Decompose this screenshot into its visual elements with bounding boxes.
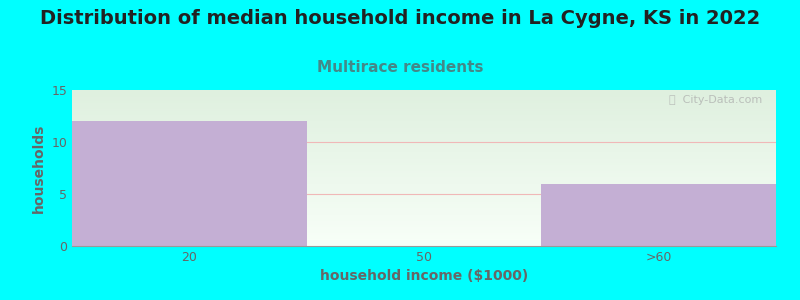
Text: Distribution of median household income in La Cygne, KS in 2022: Distribution of median household income …	[40, 9, 760, 28]
Text: Multirace residents: Multirace residents	[317, 60, 483, 75]
Bar	[72, 121, 306, 246]
Y-axis label: households: households	[32, 123, 46, 213]
Bar	[542, 184, 776, 246]
X-axis label: household income ($1000): household income ($1000)	[320, 269, 528, 284]
Text: ⓘ  City-Data.com: ⓘ City-Data.com	[669, 95, 762, 105]
